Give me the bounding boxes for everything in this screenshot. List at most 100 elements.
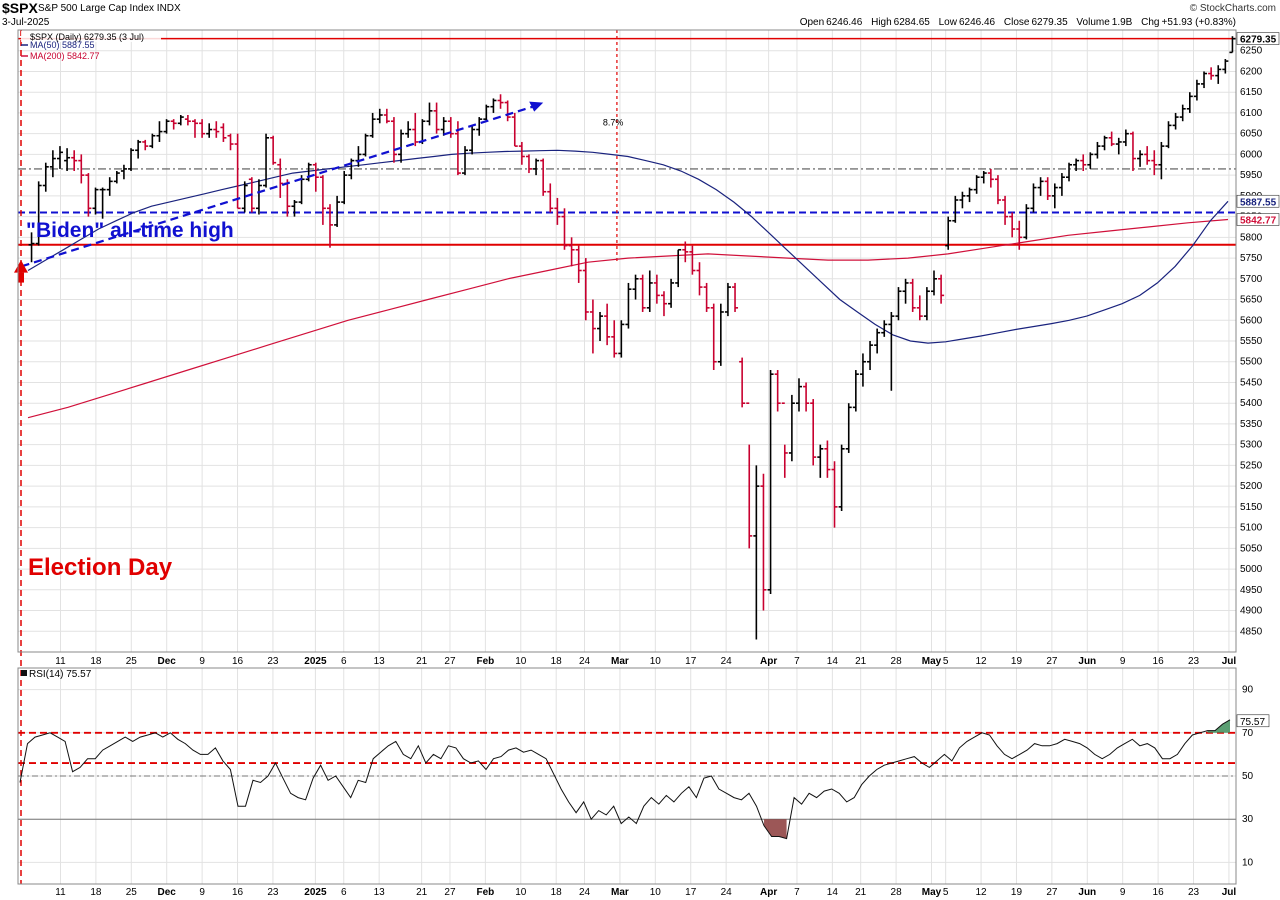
ohlc-bar bbox=[1044, 177, 1051, 201]
x-tick-label: 27 bbox=[1046, 887, 1058, 898]
ohlc-bar bbox=[554, 197, 561, 225]
ohlc-bar bbox=[533, 158, 540, 176]
x-tick-label: Jun bbox=[1078, 656, 1096, 667]
ohlc-bar bbox=[348, 158, 355, 180]
ohlc-bar bbox=[163, 119, 170, 134]
x-tick-label: 13 bbox=[374, 887, 386, 898]
ma200-tag: 5842.77 bbox=[1236, 213, 1280, 227]
ohlc-bar bbox=[120, 164, 127, 180]
ohlc-bar bbox=[1023, 204, 1030, 240]
price-tick-label: 5400 bbox=[1240, 398, 1263, 409]
ohlc-bar bbox=[966, 187, 973, 203]
ma50-path bbox=[27, 149, 1229, 344]
rsi-line: 75.57 bbox=[18, 714, 1270, 840]
x-tick-label: 21 bbox=[416, 887, 428, 898]
ma200-tag-text: 5842.77 bbox=[1240, 216, 1277, 227]
price-tick-label: 4900 bbox=[1240, 606, 1263, 617]
x-tick-label: 27 bbox=[1046, 656, 1058, 667]
ohlc-bar bbox=[874, 328, 881, 354]
ohlc-bar bbox=[902, 278, 909, 304]
x-tick-label: 11 bbox=[55, 656, 66, 667]
price-tick-label: 5300 bbox=[1240, 440, 1263, 451]
ohlc-bar bbox=[440, 117, 447, 136]
ohlc-bar bbox=[732, 282, 739, 312]
ohlc-bar bbox=[390, 117, 397, 163]
ohlc-bar bbox=[462, 146, 469, 176]
x-tick-label: 6 bbox=[341, 887, 347, 898]
ma50-tag-box bbox=[1236, 194, 1280, 208]
price-tick-label: 4950 bbox=[1240, 585, 1263, 596]
grid-lines bbox=[18, 30, 1236, 884]
x-tick-label: Jun bbox=[1078, 887, 1096, 898]
ohlc-bar bbox=[703, 282, 710, 312]
price-tick-label: 5750 bbox=[1240, 253, 1263, 264]
ohlc-bar bbox=[973, 175, 980, 194]
ohlc-bar bbox=[994, 175, 1001, 205]
x-tick-label: 17 bbox=[685, 887, 697, 898]
price-tick-label: 6250 bbox=[1240, 46, 1263, 57]
x-tick-label: 7 bbox=[794, 887, 800, 898]
x-tick-label: Feb bbox=[476, 887, 494, 898]
ohlc-bar bbox=[213, 121, 220, 138]
trend-arrow-line bbox=[21, 105, 534, 268]
ohlc-bar bbox=[568, 237, 575, 267]
ohlc-bar bbox=[156, 121, 163, 142]
x-tick-label: 19 bbox=[1011, 887, 1023, 898]
ohlc-summary: Open 6246.46 High 6284.65 Low 6246.46 Close… bbox=[794, 17, 1236, 28]
x-tick-label: 5 bbox=[943, 656, 949, 667]
ohlc-bar bbox=[206, 123, 213, 138]
ohlc-bar bbox=[106, 177, 113, 196]
price-y-axis: 4850 4900 4950 5000 5050 5100 5150 5200 5250 5300… bbox=[1240, 46, 1263, 638]
x-tick-label: Apr bbox=[760, 656, 777, 667]
price-tick-label: 6150 bbox=[1240, 87, 1263, 98]
ohlc-bar bbox=[518, 141, 525, 165]
ohlc-bar bbox=[945, 216, 952, 250]
ohlc-bar bbox=[476, 117, 483, 136]
x-tick-label: 24 bbox=[579, 656, 591, 667]
ohlc-bar bbox=[724, 282, 731, 317]
price-tick-label: 5350 bbox=[1240, 419, 1263, 430]
ohlc-bar bbox=[639, 274, 646, 312]
ohlc-bar bbox=[852, 370, 859, 412]
ohlc-bar bbox=[824, 440, 831, 478]
ohlc-bar bbox=[1137, 150, 1144, 167]
annotations: "Biden" all-time high Election Day 8.7% 627… bbox=[14, 32, 1280, 581]
ohlc-bar bbox=[1108, 131, 1115, 147]
price-tick-label: 5200 bbox=[1240, 481, 1263, 492]
ohlc-bar bbox=[362, 133, 369, 157]
x-tick-label: 2025 bbox=[304, 887, 327, 898]
ohlc-bar bbox=[611, 320, 618, 358]
ohlc-bar bbox=[511, 112, 518, 147]
ohlc-bar bbox=[618, 320, 625, 358]
x-tick-label: 9 bbox=[199, 656, 205, 667]
x-tick-label: May bbox=[922, 887, 942, 898]
ma200-tag-box bbox=[1236, 213, 1280, 226]
volume-stat: Volume 1.9B bbox=[1076, 17, 1133, 28]
price-tick-label: 5800 bbox=[1240, 232, 1263, 243]
ohlc-bar bbox=[1073, 158, 1080, 171]
ohlc-bar bbox=[149, 133, 156, 149]
ohlc-bar bbox=[838, 444, 845, 512]
ohlc-bar bbox=[42, 162, 49, 192]
ohlc-bar bbox=[263, 133, 270, 188]
ma50-tag: 5887.55 bbox=[1236, 194, 1280, 208]
ohlc-bar bbox=[1215, 65, 1222, 84]
ohlc-bar bbox=[845, 403, 852, 453]
open-stat: Open 6246.46 bbox=[799, 17, 863, 28]
ohlc-bar bbox=[909, 278, 916, 312]
x-tick-label: 13 bbox=[374, 656, 386, 667]
ohlc-bar bbox=[547, 183, 554, 213]
legend-ma50: MA(50) 5887.55 bbox=[21, 40, 95, 50]
ohlc-bar bbox=[923, 287, 930, 321]
close-stat: Close 6279.35 bbox=[1003, 17, 1068, 28]
ohlc-bar bbox=[334, 195, 341, 227]
ohlc-bar bbox=[28, 232, 35, 263]
legend-rsi-text: RSI(14) 75.57 bbox=[29, 669, 92, 680]
price-tick-label: 6050 bbox=[1240, 129, 1263, 140]
ohlc-bar bbox=[1158, 141, 1165, 180]
election-arrow-shaft bbox=[18, 272, 24, 283]
ohlc-bar bbox=[1080, 154, 1087, 171]
x-tick-label: 12 bbox=[976, 887, 988, 898]
ohlc-bar bbox=[135, 139, 142, 159]
price-tick-label: 5150 bbox=[1240, 502, 1263, 513]
